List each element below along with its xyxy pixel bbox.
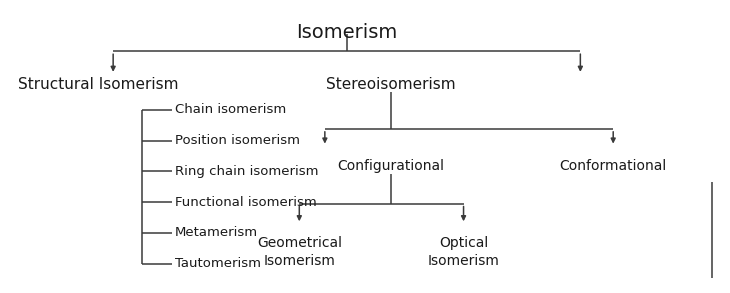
Text: Structural Isomerism: Structural Isomerism <box>18 77 179 93</box>
Text: Optical
Isomerism: Optical Isomerism <box>428 236 499 268</box>
Text: Stereoisomerism: Stereoisomerism <box>326 77 456 93</box>
Text: Geometrical
Isomerism: Geometrical Isomerism <box>257 236 342 268</box>
Text: Tautomerism: Tautomerism <box>175 257 261 270</box>
Text: Metamerism: Metamerism <box>175 226 258 239</box>
Text: Configurational: Configurational <box>337 159 444 173</box>
Text: Position isomerism: Position isomerism <box>175 134 300 147</box>
Text: Isomerism: Isomerism <box>296 23 397 42</box>
Text: Conformational: Conformational <box>560 159 666 173</box>
Text: Chain isomerism: Chain isomerism <box>175 103 286 116</box>
Text: Ring chain isomerism: Ring chain isomerism <box>175 165 319 178</box>
Text: Functional isomerism: Functional isomerism <box>175 196 317 209</box>
